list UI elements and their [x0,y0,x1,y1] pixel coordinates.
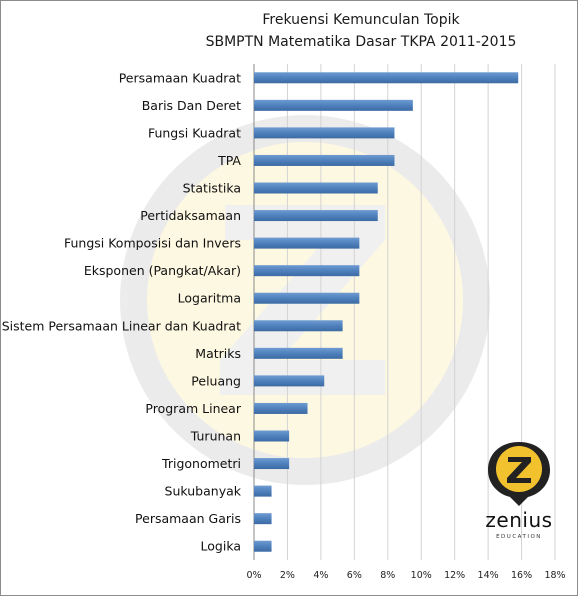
zenius-logo: zenius EDUCATION [484,440,554,552]
bar [254,485,272,497]
x-tick-label: 8% [380,570,395,581]
bar [254,458,290,470]
x-tick-label: 4% [313,570,328,581]
category-label: Logika [201,539,241,554]
category-label: Matriks [195,346,241,361]
bar [254,154,395,166]
category-label: Trigonometri [161,456,241,471]
bar [254,237,360,249]
bar [254,513,272,525]
bar [254,99,413,111]
chart-title: Frekuensi Kemunculan Topik [262,12,460,28]
x-tick-label: 18% [544,570,565,581]
bar [254,210,378,222]
category-label: Logaritma [178,291,241,306]
x-tick-label: 6% [347,570,362,581]
category-label: Pertidaksamaan [140,208,241,223]
category-label: Persamaan Garis [135,511,241,526]
zenius-subword: EDUCATION [496,534,542,540]
category-labels: Persamaan Kuadrat Baris Dan Deret Fungsi K… [2,70,242,553]
category-label: Sukubanyak [165,484,242,499]
category-label: Eksponen (Pangkat/Akar) [84,263,241,278]
x-tick-label: 2% [280,570,295,581]
bar [254,292,360,304]
category-label: Baris Dan Deret [142,98,241,113]
category-label: TPA [217,153,241,168]
category-label: Sistem Persamaan Linear dan Kuadrat [2,318,241,333]
category-label: Peluang [191,373,241,388]
category-label: Fungsi Komposisi dan Invers [64,236,241,251]
bar [254,182,378,194]
category-label: Persamaan Kuadrat [119,70,241,85]
tick-labels: 0% 2% 4% 6% 8% 10% 12% 14% 16% 18% [246,570,565,581]
zenius-logo-icon [488,442,550,506]
x-tick-label: 16% [511,570,532,581]
x-tick-label: 0% [246,570,261,581]
bars [254,72,519,552]
bar [254,540,272,552]
bar [254,430,290,442]
x-tick-label: 14% [478,570,499,581]
chart-subtitle: SBMPTN Matematika Dasar TKPA 2011-2015 [205,34,517,50]
bar [254,72,519,84]
bar [254,375,325,387]
x-tick-label: 12% [444,570,465,581]
x-tick-label: 10% [411,570,432,581]
category-label: Program Linear [145,401,241,416]
chart-title-block: Frekuensi Kemunculan Topik SBMPTN Matema… [151,9,571,53]
category-label: Turunan [190,429,241,444]
category-label: Fungsi Kuadrat [148,125,241,140]
bar [254,127,395,139]
gridlines [253,64,556,560]
bar [254,402,308,414]
category-label: Statistika [183,181,241,196]
bar [254,320,343,332]
bar [254,265,360,277]
bar [254,347,343,359]
zenius-wordmark: zenius [485,508,553,532]
